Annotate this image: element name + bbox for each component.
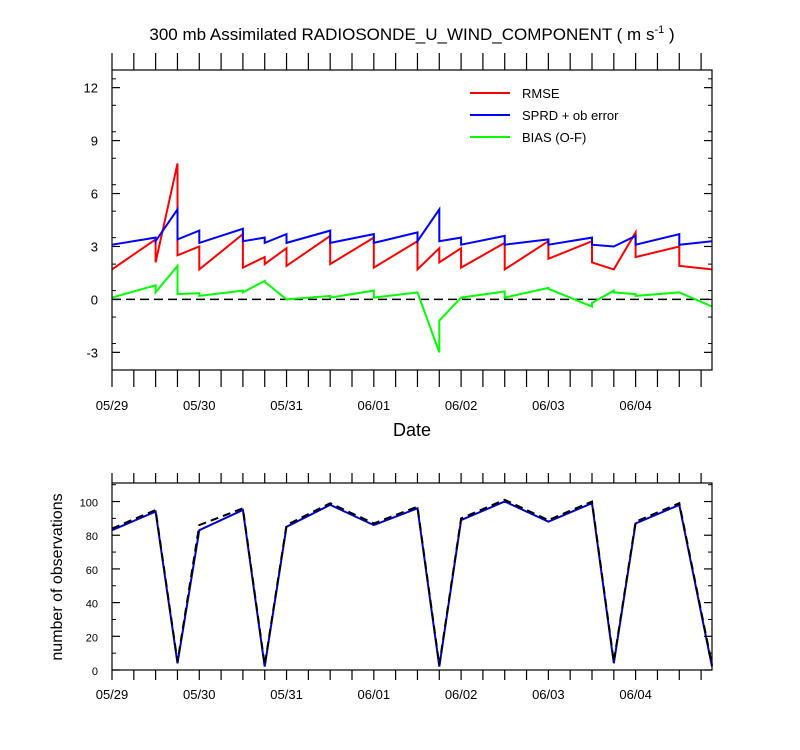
y-tick-label: 12 [84,81,98,96]
series-line-top-1 [111,206,713,248]
x-tick-label: 05/29 [96,398,129,413]
y-tick-label: 20 [86,632,98,644]
x-tick-label: 05/29 [96,687,129,702]
x-tick-label: 05/31 [270,687,303,702]
bottom-plot-area: 0 20 40 60 80 100 05/29 05/30 05/31 06/01 06/02 06/… [80,473,713,702]
x-tick-label: 06/01 [358,687,391,702]
y-tick-label: 0 [91,292,98,307]
x-tick-label: 06/03 [532,687,565,702]
y-tick-label: 3 [91,239,98,254]
x-tick-label: 06/02 [445,687,478,702]
chart-title-main: 300 mb Assimilated RADIOSONDE_U_WIND_COM… [149,25,654,44]
y-tick-label: 100 [80,498,98,510]
x-tick-label: 06/04 [619,398,652,413]
legend-label: SPRD + ob error [522,108,619,123]
top-plot-area: -3 0 3 6 9 12 05/29 05/30 05/31 06/01 06/02 06/03 06… [84,53,713,413]
y-axis-label-observations: number of observations [49,493,66,660]
series-line-top-2 [111,263,713,353]
y-tick-label: -3 [86,345,98,360]
chart-title: 300 mb Assimilated RADIOSONDE_U_WIND_COM… [149,24,674,44]
y-tick-label: 40 [86,599,98,611]
y-tick-label: 6 [91,187,98,202]
x-tick-label: 05/30 [183,687,216,702]
x-tick-label: 05/30 [183,398,216,413]
y-tick-label: 80 [86,531,98,543]
top-plot-frame [111,69,713,371]
legend-label: BIAS (O-F) [522,130,586,145]
bottom-plot-frame [111,482,713,671]
x-tick-label: 06/01 [358,398,391,413]
x-tick-label: 06/04 [619,687,652,702]
x-tick-label: 06/02 [445,398,478,413]
x-tick-label: 06/03 [532,398,565,413]
y-tick-label: 0 [92,666,98,678]
chart-title-end: ) [664,25,674,44]
series-line-bottom-1 [111,498,713,666]
chart-title-superscript: -1 [654,24,664,36]
series-line-bottom-0 [111,500,713,667]
x-axis-label: Date [393,420,431,440]
series-line-top-0 [111,163,713,272]
x-tick-label: 05/31 [270,398,303,413]
legend-label: RMSE [522,86,560,101]
y-tick-label: 60 [86,565,98,577]
y-tick-label: 9 [91,134,98,149]
